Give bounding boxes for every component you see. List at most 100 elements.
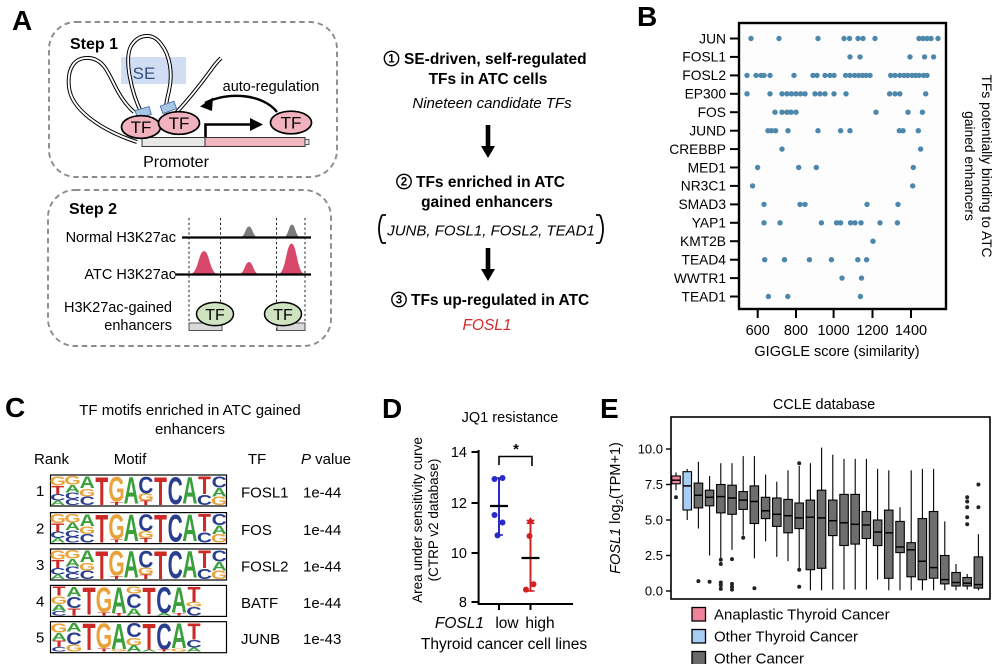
svg-text:T: T <box>154 543 167 588</box>
svg-text:Rank: Rank <box>34 451 70 468</box>
svg-text:T: T <box>52 584 65 599</box>
svg-text:10.0: 10.0 <box>638 442 663 457</box>
svg-text:C: C <box>65 529 81 539</box>
svg-text:T: T <box>157 649 171 653</box>
svg-text:G: G <box>126 635 143 647</box>
svg-text:T: T <box>198 545 211 573</box>
svg-text:G: G <box>51 620 68 635</box>
svg-text:G: G <box>108 509 124 548</box>
svg-text:T: T <box>110 575 124 580</box>
svg-text:1: 1 <box>388 54 395 66</box>
svg-text:A: A <box>171 618 186 657</box>
svg-text:3: 3 <box>36 557 44 574</box>
svg-text:T: T <box>51 558 65 571</box>
svg-text:Thyroid cancer cell lines: Thyroid cancer cell lines <box>421 636 588 653</box>
svg-text:C: C <box>5 392 25 423</box>
svg-text:10: 10 <box>451 546 467 562</box>
svg-text:7.5: 7.5 <box>645 477 663 492</box>
svg-text:TEAD4: TEAD4 <box>682 253 727 268</box>
svg-text:A: A <box>50 574 65 581</box>
svg-text:A: A <box>126 606 141 617</box>
svg-text:T: T <box>154 506 167 551</box>
svg-text:GIGGLE score (similarity): GIGGLE score (similarity) <box>754 344 919 360</box>
svg-text:G: G <box>79 560 95 573</box>
svg-text:G: G <box>51 594 68 606</box>
svg-text:G: G <box>66 643 83 654</box>
svg-text:G: G <box>64 512 80 525</box>
svg-text:G: G <box>50 548 66 563</box>
svg-text:G: G <box>138 530 154 541</box>
svg-text:SE: SE <box>133 64 156 83</box>
svg-text:T: T <box>139 574 153 581</box>
svg-text:A: A <box>80 474 95 493</box>
svg-text:NR3C1: NR3C1 <box>681 179 726 194</box>
svg-text:C: C <box>66 594 82 612</box>
svg-text:A: A <box>182 543 197 586</box>
svg-text:G: G <box>108 545 124 584</box>
svg-text:A: A <box>212 523 227 536</box>
svg-text:12: 12 <box>451 496 467 512</box>
svg-text:FOSL1: FOSL1 <box>462 317 511 334</box>
svg-text:T: T <box>112 613 126 617</box>
svg-text:C: C <box>65 491 81 501</box>
svg-text:TFs enriched in ATC: TFs enriched in ATC <box>416 174 565 191</box>
svg-text:low: low <box>495 615 519 632</box>
svg-text:G: G <box>138 566 154 577</box>
svg-text:A: A <box>124 506 139 549</box>
svg-text:H3K27ac-gained: H3K27ac-gained <box>64 300 172 316</box>
svg-text:JQ1 resistance: JQ1 resistance <box>462 410 559 426</box>
svg-text:G: G <box>79 524 95 537</box>
svg-text:JUNB, FOSL1, FOSL2, TEAD1: JUNB, FOSL1, FOSL2, TEAD1 <box>386 223 595 240</box>
svg-text:C: C <box>50 493 66 503</box>
svg-text:G: G <box>111 648 128 652</box>
svg-text:C: C <box>80 494 95 507</box>
svg-text:C: C <box>186 638 201 650</box>
svg-text:800: 800 <box>784 323 808 339</box>
svg-text:CCLE database: CCLE database <box>773 397 875 413</box>
svg-text:FOSL1: FOSL1 <box>435 615 484 632</box>
svg-text:T: T <box>139 538 153 545</box>
svg-text:G: G <box>108 471 124 510</box>
svg-text:C: C <box>138 510 153 537</box>
svg-text:T: T <box>154 469 167 514</box>
svg-text:TF: TF <box>205 307 225 324</box>
svg-text:FOS: FOS <box>698 105 726 120</box>
svg-text:YAP1: YAP1 <box>692 216 726 231</box>
svg-text:G: G <box>211 532 227 545</box>
svg-text:TF: TF <box>169 114 190 133</box>
svg-text:1e-43: 1e-43 <box>303 631 341 648</box>
svg-text:C: C <box>51 646 67 653</box>
svg-text:C: C <box>212 473 227 491</box>
svg-text:TEAD1: TEAD1 <box>682 289 726 304</box>
svg-text:C: C <box>197 491 212 508</box>
svg-text:C: C <box>168 469 183 513</box>
svg-text:gained enhancers: gained enhancers <box>421 194 553 211</box>
svg-text:(CTRP v2 database): (CTRP v2 database) <box>426 459 441 582</box>
svg-text:enhancers: enhancers <box>104 318 172 334</box>
svg-text:1e-44: 1e-44 <box>303 559 341 576</box>
svg-text:A: A <box>141 649 156 652</box>
svg-text:T: T <box>172 612 186 616</box>
svg-text:T: T <box>51 521 65 534</box>
svg-text:TF: TF <box>281 114 302 133</box>
svg-text:FOSL2: FOSL2 <box>241 559 289 576</box>
svg-text:A: A <box>50 500 65 507</box>
svg-text:gained enhancers: gained enhancers <box>962 111 977 221</box>
svg-text:TF motifs enriched in ATC gain: TF motifs enriched in ATC gained <box>79 402 300 419</box>
svg-text:EP300: EP300 <box>685 87 727 102</box>
svg-text:A: A <box>156 613 171 617</box>
svg-text:Normal H3K27ac: Normal H3K27ac <box>66 230 176 246</box>
svg-text:JUN: JUN <box>699 31 726 46</box>
svg-text:Other Cancer: Other Cancer <box>714 651 804 664</box>
svg-text:T: T <box>51 484 65 497</box>
svg-text:C: C <box>156 581 171 621</box>
svg-text:C: C <box>65 572 81 581</box>
svg-text:T: T <box>110 538 124 543</box>
svg-text:C: C <box>80 532 95 545</box>
svg-text:T: T <box>97 648 111 653</box>
svg-text:A: A <box>65 483 80 495</box>
svg-text:C: C <box>212 511 227 529</box>
svg-text:C: C <box>51 610 66 617</box>
svg-text:C: C <box>168 543 183 587</box>
svg-text:auto-regulation: auto-regulation <box>223 79 320 95</box>
